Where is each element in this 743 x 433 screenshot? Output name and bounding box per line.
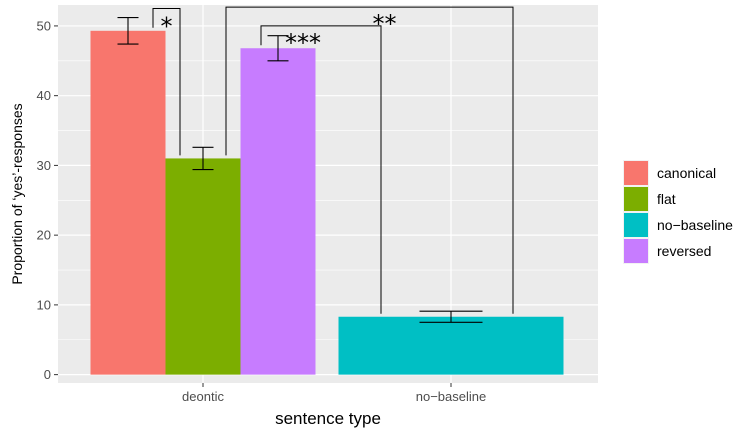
- significance-bracket: [152, 7, 181, 156]
- error-bar-no−baseline-no−baseline: [419, 310, 483, 323]
- y-axis-title: Proportion of ‘yes’-responses: [9, 103, 25, 284]
- y-tick-label: 0: [44, 367, 51, 382]
- legend-swatch-flat: [624, 187, 648, 211]
- y-tick-label: 20: [37, 228, 51, 243]
- bar-reversed-deontic: [240, 48, 316, 375]
- significance-bracket: [225, 6, 514, 314]
- significance-label: *: [161, 12, 173, 40]
- legend-swatch-no−baseline: [624, 213, 648, 237]
- legend-label: flat: [657, 191, 676, 207]
- error-bar-reversed-deontic: [267, 35, 289, 62]
- error-bar-flat-deontic: [192, 146, 214, 171]
- x-tick-label: deontic: [182, 389, 224, 404]
- significance-bracket: [260, 25, 382, 314]
- legend-label: canonical: [657, 165, 716, 181]
- legend-label: reversed: [657, 243, 711, 259]
- legend-swatch-canonical: [624, 161, 648, 185]
- legend-label: no−baseline: [657, 217, 733, 233]
- x-tick-label: no−baseline: [416, 389, 486, 404]
- bar-canonical-deontic: [90, 30, 166, 375]
- y-tick-label: 30: [37, 158, 51, 173]
- x-axis-title: sentence type: [275, 409, 381, 428]
- legend-swatch-reversed: [624, 239, 648, 263]
- significance-label: **: [373, 10, 397, 38]
- significance-label: ***: [285, 29, 321, 57]
- y-tick-label: 10: [37, 297, 51, 312]
- legend: canonical flat no−baseline reversed: [623, 160, 733, 264]
- bar-flat-deontic: [165, 158, 241, 375]
- y-tick-label: 40: [37, 88, 51, 103]
- bar-no−baseline-no−baseline: [338, 316, 564, 375]
- error-bar-canonical-deontic: [117, 17, 139, 45]
- y-tick-label: 50: [37, 18, 51, 33]
